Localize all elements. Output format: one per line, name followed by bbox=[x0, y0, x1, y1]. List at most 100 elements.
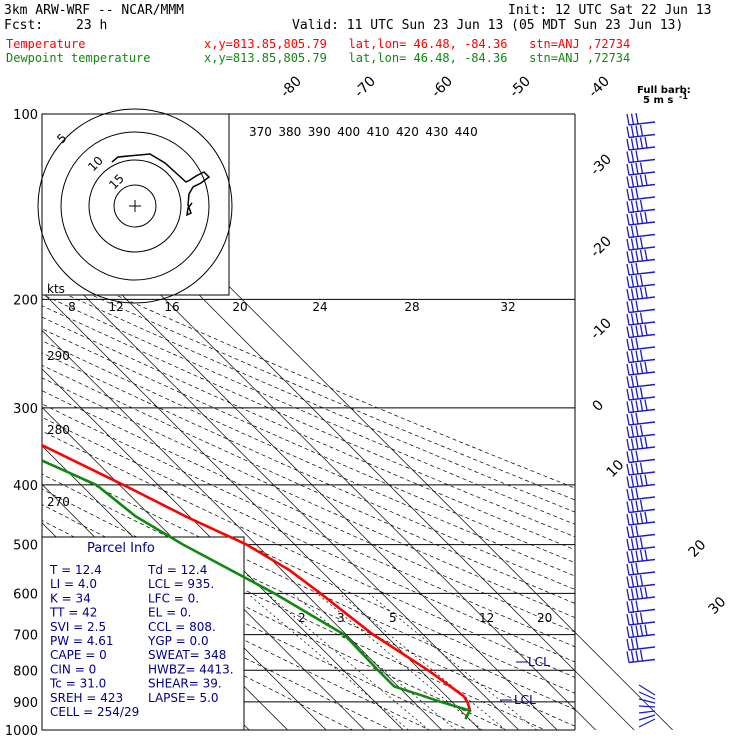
wind-barb-flag bbox=[626, 251, 630, 263]
wind-barb-flag bbox=[630, 650, 635, 663]
wind-barb-flag bbox=[635, 150, 639, 162]
wind-barb-flag bbox=[635, 300, 639, 312]
wind-barb-flag bbox=[626, 626, 630, 638]
pressure-label: 500 bbox=[13, 539, 38, 554]
isotherm-label: 20 bbox=[686, 537, 710, 561]
theta-left-label: 290 bbox=[47, 349, 70, 363]
wind-barb-flag bbox=[635, 437, 639, 450]
theta-label: 380 bbox=[278, 125, 301, 139]
parcel-info-left: K = 34 bbox=[50, 591, 91, 605]
dry-adiabat bbox=[42, 403, 575, 648]
theta-label: 440 bbox=[455, 125, 478, 139]
wind-barb-flag bbox=[630, 138, 635, 150]
parcel-info-left: T = 12.4 bbox=[49, 563, 102, 577]
wind-barb-flag bbox=[630, 463, 635, 475]
theta-label: 410 bbox=[367, 125, 390, 139]
wind-barb-flag bbox=[630, 288, 635, 300]
wind-barb-flag bbox=[635, 337, 639, 350]
parcel-info-left: Tc = 31.0 bbox=[49, 677, 106, 691]
wind-barb-flag bbox=[644, 249, 648, 261]
mixing-ratio-label: 2 bbox=[298, 611, 306, 625]
wind-barb-flag bbox=[630, 350, 635, 363]
wind-barb-flag bbox=[630, 613, 635, 625]
init-time: Init: 12 UTC Sat 22 Jun 13 bbox=[508, 3, 712, 18]
dry-adiabat bbox=[42, 488, 546, 730]
dry-adiabat bbox=[42, 473, 575, 727]
wind-barb-flag bbox=[644, 474, 648, 486]
wind-barb-flag bbox=[639, 499, 644, 512]
isotherm-line bbox=[42, 252, 519, 730]
wind-barb-flag bbox=[635, 587, 639, 600]
isotherm-label: -60 bbox=[429, 73, 456, 100]
wind-barb-flag bbox=[630, 325, 635, 338]
wind-barb-flag bbox=[626, 226, 630, 238]
wind-barb-flag bbox=[635, 600, 639, 612]
barb-note-superscript: -1 bbox=[679, 92, 688, 101]
wind-barb-flag bbox=[635, 475, 639, 487]
theta-label: 430 bbox=[425, 125, 448, 139]
wind-barb-flag bbox=[635, 387, 639, 400]
wind-barb-flag bbox=[639, 649, 644, 662]
wind-barb-flag bbox=[644, 324, 648, 336]
forecast-label: Fcst: bbox=[4, 18, 44, 33]
wind-barb-flag bbox=[644, 624, 648, 636]
wind-barb-flag bbox=[639, 324, 644, 337]
wind-barb-flag bbox=[630, 600, 635, 613]
wind-barb-flag bbox=[630, 488, 635, 500]
wind-barb-flag bbox=[626, 463, 630, 476]
forecast-hour: 23 h bbox=[76, 18, 108, 33]
wind-barb-flag bbox=[639, 512, 644, 524]
theta-left-label: 280 bbox=[47, 423, 70, 437]
dry-adiabat bbox=[42, 282, 575, 513]
pressure-label: 800 bbox=[13, 664, 38, 679]
hodograph-trace bbox=[111, 153, 211, 217]
wind-barb-flag bbox=[626, 151, 630, 163]
wind-barb-flag bbox=[630, 625, 635, 638]
wind-barb-flag bbox=[630, 175, 635, 188]
wind-barb-flag bbox=[639, 399, 644, 412]
wind-barb-flag bbox=[630, 250, 635, 263]
parcel-info-left: CAPE = 0 bbox=[50, 648, 107, 662]
wind-barb-flag bbox=[635, 512, 639, 525]
wind-barb-flag bbox=[630, 513, 635, 525]
wind-barb-flag bbox=[626, 501, 630, 513]
temperature-profile bbox=[42, 443, 472, 717]
dry-adiabat bbox=[42, 504, 508, 730]
wind-barb-flag bbox=[635, 375, 639, 387]
parcel-info-panel bbox=[41, 536, 245, 731]
wind-barb-low bbox=[638, 698, 656, 704]
isotherm-line bbox=[42, 329, 442, 730]
theta-label: 390 bbox=[308, 125, 331, 139]
theta-left-label: 270 bbox=[47, 495, 70, 509]
hodograph-ring bbox=[88, 159, 182, 253]
pressure-label: 200 bbox=[13, 293, 38, 308]
dry-adiabat bbox=[42, 377, 575, 618]
wind-barb-flag bbox=[639, 462, 644, 474]
wind-barb-flag bbox=[635, 137, 639, 150]
isotherm-label: -80 bbox=[278, 73, 305, 100]
wind-barb-flag bbox=[630, 563, 635, 575]
wind-barb-flag bbox=[630, 125, 635, 138]
wind-barb-flag bbox=[635, 250, 639, 262]
wind-barb-flag bbox=[626, 238, 630, 251]
mixing-ratio-label: 20 bbox=[537, 611, 552, 625]
parcel-info-left: CELL = 254/29 bbox=[50, 705, 139, 719]
wind-barb-flag bbox=[630, 300, 635, 313]
wind-barb-flag bbox=[639, 199, 644, 212]
speed-scale-label: 20 bbox=[232, 300, 247, 314]
wind-barb-flag bbox=[626, 126, 630, 138]
speed-scale-label: 28 bbox=[404, 300, 419, 314]
wind-barb-flag bbox=[626, 413, 630, 426]
parcel-info-left: SVI = 2.5 bbox=[50, 620, 106, 634]
wind-barb-flag bbox=[635, 462, 639, 475]
wind-barb-flag bbox=[630, 500, 635, 513]
wind-barb-flag bbox=[635, 112, 639, 125]
wind-barb-flag bbox=[626, 563, 630, 576]
isotherm-label: -40 bbox=[586, 73, 613, 100]
parcel-info-right: EL = 0. bbox=[148, 606, 191, 620]
wind-barb-flag bbox=[626, 201, 630, 213]
wind-barb-flag bbox=[644, 436, 648, 449]
isotherm-label: -30 bbox=[588, 151, 615, 178]
theta-label: 370 bbox=[249, 125, 272, 139]
parcel-info-left: SREH = 423 bbox=[50, 691, 123, 705]
